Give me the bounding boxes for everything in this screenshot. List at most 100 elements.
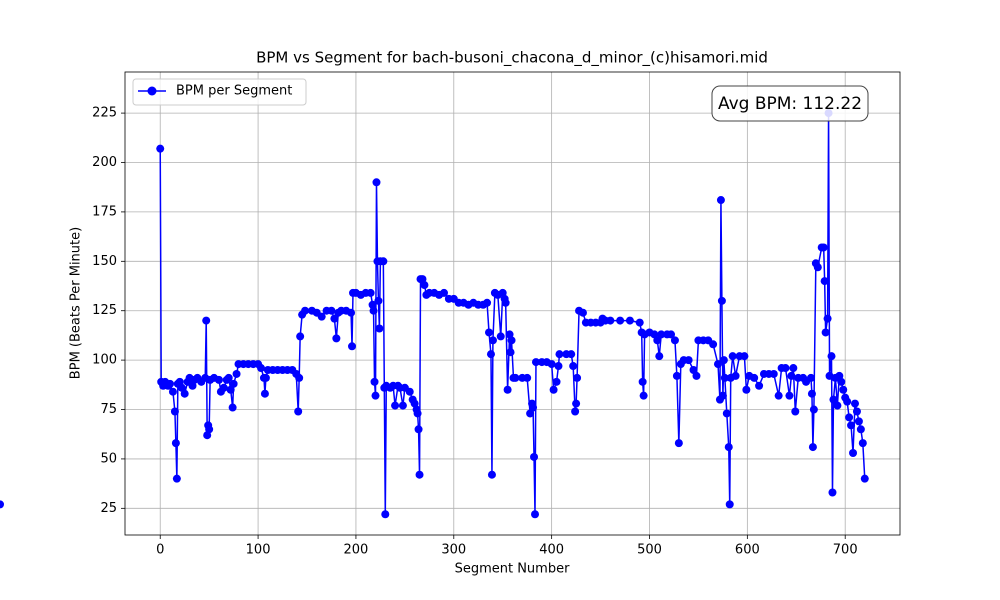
data-point [713, 360, 722, 369]
data-point [260, 389, 269, 398]
data-point [567, 350, 576, 359]
data-point [833, 401, 842, 410]
data-point [720, 373, 729, 382]
x-tick-label: 100 [246, 543, 271, 558]
x-tick-label: 0 [156, 543, 164, 558]
data-point [232, 369, 241, 378]
data-point [769, 369, 778, 378]
data-point [414, 425, 423, 434]
legend-label: BPM per Segment [176, 84, 292, 99]
data-point [486, 350, 495, 359]
data-point [219, 383, 228, 392]
data-point [332, 334, 341, 343]
data-point [224, 373, 233, 382]
data-point [724, 443, 733, 452]
data-point [371, 391, 380, 400]
data-point [781, 364, 790, 373]
data-point [670, 336, 679, 345]
data-point [257, 364, 266, 373]
data-point [368, 300, 377, 309]
data-point [506, 348, 515, 357]
data-point [552, 377, 561, 386]
data-point [606, 316, 615, 325]
data-point [369, 306, 378, 315]
data-point [229, 379, 238, 388]
data-point [205, 425, 214, 434]
legend-box [132, 78, 307, 106]
data-point [488, 336, 497, 345]
data-point [845, 413, 854, 422]
data-point [202, 316, 211, 325]
data-point [379, 257, 388, 266]
data-point [791, 407, 800, 416]
data-point [829, 395, 838, 404]
data-point [828, 488, 837, 497]
y-axis-label: BPM (Beats Per Minute) [69, 227, 84, 379]
data-point [755, 381, 764, 390]
data-point [501, 298, 510, 307]
data-point [742, 385, 751, 394]
x-tick-label: 500 [637, 543, 662, 558]
data-point [228, 403, 237, 412]
data-point [296, 332, 305, 341]
data-point [372, 178, 381, 187]
data-point [226, 385, 235, 394]
data-point [347, 308, 356, 317]
data-point [483, 298, 492, 307]
data-point [523, 373, 532, 382]
data-point [625, 316, 634, 325]
data-point [440, 288, 449, 297]
data-point [370, 377, 379, 386]
data-point [168, 387, 177, 396]
data-point [317, 312, 326, 321]
data-point [807, 389, 816, 398]
data-point [374, 296, 383, 305]
data-point [381, 510, 390, 519]
data-point [547, 360, 556, 369]
data-point [554, 362, 563, 371]
y-tick-label: 75 [100, 402, 117, 417]
data-point [348, 342, 357, 351]
y-tick-label: 125 [92, 303, 117, 318]
data-point [837, 377, 846, 386]
data-point [549, 385, 558, 394]
annotation: Avg BPM: 112.22 [718, 94, 862, 114]
y-tick-label: 175 [92, 204, 117, 219]
data-point [327, 306, 336, 315]
data-point [638, 377, 647, 386]
data-point [166, 379, 175, 388]
data-point [530, 452, 539, 461]
data-point [692, 371, 701, 380]
data-point [420, 281, 429, 290]
data-point [785, 391, 794, 400]
data-point [571, 407, 580, 416]
data-point [854, 417, 863, 426]
data-point [789, 364, 798, 373]
data-point [214, 375, 223, 384]
data-point [823, 314, 832, 323]
data-point [655, 352, 664, 361]
x-tick-label: 200 [344, 543, 369, 558]
data-point [531, 358, 540, 367]
data-point [405, 387, 414, 396]
data-point [750, 373, 759, 382]
data-point [850, 399, 859, 408]
axes-frame [124, 71, 901, 536]
plot-area [0, 72, 900, 535]
x-tick-label: 400 [539, 543, 564, 558]
data-point [716, 196, 725, 205]
data-point [507, 336, 516, 345]
data-point [529, 403, 538, 412]
data-point [709, 340, 718, 349]
data-point [728, 352, 737, 361]
data-point [787, 371, 796, 380]
data-point [415, 470, 424, 479]
data-point [725, 500, 734, 509]
data-point [295, 373, 304, 382]
data-point [511, 373, 520, 382]
data-point [839, 385, 848, 394]
data-point [684, 356, 693, 365]
annotation-box [711, 85, 869, 122]
data-point [717, 296, 726, 305]
